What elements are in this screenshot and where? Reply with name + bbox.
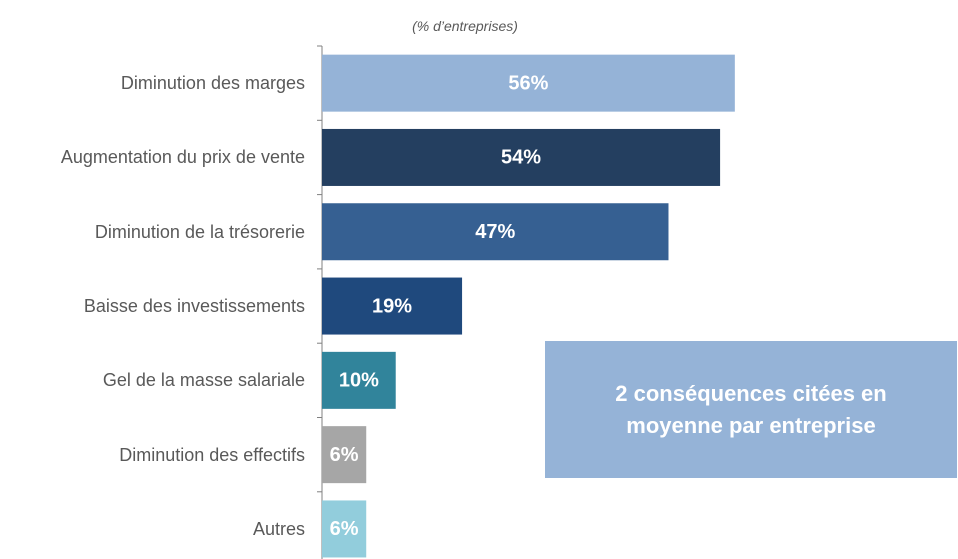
bar [322, 203, 669, 261]
bar [322, 500, 367, 558]
value-label: 6% [330, 444, 359, 466]
value-label: 47% [475, 221, 515, 243]
bar [322, 128, 721, 186]
category-label: Augmentation du prix de vente [60, 147, 305, 168]
annotation-box: 2 conséquences citées en moyenne par ent… [545, 341, 957, 478]
category-label: Diminution de la trésorerie [94, 221, 305, 242]
category-label: Diminution des effectifs [119, 444, 305, 465]
bar [322, 351, 396, 409]
category-label: Autres [252, 518, 305, 539]
value-label: 6% [330, 518, 359, 540]
category-label: Gel de la masse salariale [102, 370, 305, 391]
category-label: Diminution des marges [120, 73, 305, 94]
annotation: 2 conséquences citées en moyenne par ent… [615, 380, 887, 438]
value-label: 54% [501, 147, 541, 169]
category-label: Baisse des investissements [83, 296, 305, 317]
value-label: 19% [372, 295, 412, 317]
bar [322, 54, 735, 112]
value-label: 10% [339, 370, 379, 392]
value-label: 56% [508, 72, 548, 94]
bar [322, 277, 463, 335]
subtitle: (% d’entreprises) [412, 18, 518, 34]
bar [322, 426, 367, 484]
